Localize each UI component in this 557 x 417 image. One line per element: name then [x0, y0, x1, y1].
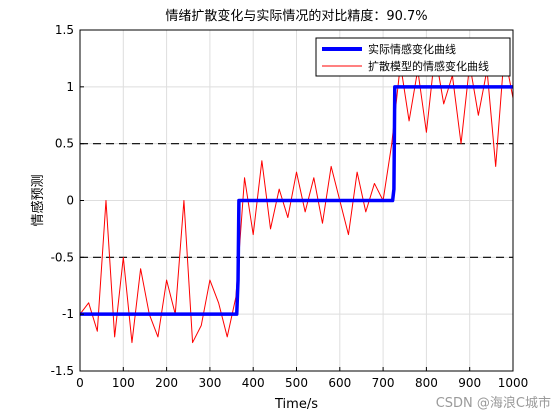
x-tick-label: 500: [285, 376, 308, 390]
y-axis-label: 情感预测: [30, 174, 46, 226]
chart-title: 情绪扩散变化与实际情况的对比精度：90.7%: [165, 8, 427, 24]
legend-entry-actual: 实际情感变化曲线: [368, 42, 456, 56]
y-tick-label: 0.5: [55, 137, 74, 151]
x-tick-label: 800: [415, 376, 438, 390]
x-tick-label: 900: [458, 376, 481, 390]
x-tick-label: 600: [328, 376, 351, 390]
series-layer: [79, 52, 514, 344]
y-tick-label: -1: [62, 307, 74, 321]
x-tick-label: 300: [198, 376, 221, 390]
legend-entry-model: 扩散模型的情感变化曲线: [368, 59, 489, 73]
y-tick-label: 1.5: [55, 23, 74, 37]
x-tick-label: 400: [242, 376, 265, 390]
series-line-actual: [80, 85, 513, 316]
x-tick-label: 0: [76, 376, 84, 390]
x-tick-label: 700: [372, 376, 395, 390]
watermark: CSDN @海浪C城市: [435, 396, 551, 411]
x-tick-label: 1000: [498, 376, 529, 390]
y-tick-label: 0: [66, 194, 74, 208]
legend-box: [315, 37, 511, 77]
y-tick-label: -0.5: [51, 250, 74, 264]
x-tick-label: 100: [112, 376, 135, 390]
legend: 实际情感变化曲线 扩散模型的情感变化曲线: [315, 37, 511, 77]
y-tick-label: -1.5: [51, 364, 74, 378]
x-tick-label: 200: [155, 376, 178, 390]
y-tick-label: 1: [66, 80, 74, 94]
reference-lines: [80, 143, 513, 258]
ticks: 0 100 200 300 400 500 600 700 800 900 1000 -1.5 -1 -0…: [51, 23, 529, 390]
x-axis-label: Time/s: [274, 397, 318, 412]
